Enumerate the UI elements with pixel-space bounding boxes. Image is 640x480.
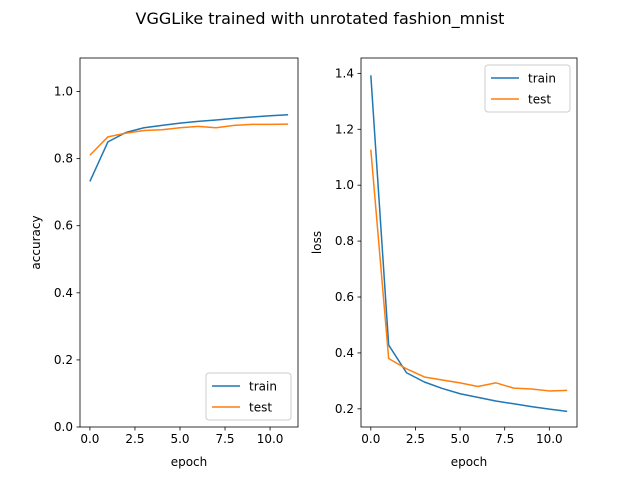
subplot-accuracy: 0.0 2.5 5.0 7.5 10.0 0.0 0.2 0.4 0.6 0.8 1.0 epoch a… bbox=[29, 57, 299, 469]
legend-label-test: test bbox=[249, 401, 272, 415]
x-tick-label: 5.0 bbox=[170, 432, 189, 446]
subplots: 0.0 2.5 5.0 7.5 10.0 0.0 0.2 0.4 0.6 0.8 1.0 epoch a… bbox=[29, 57, 578, 469]
y-tick-label: 1.4 bbox=[335, 66, 354, 80]
x-axis-label: epoch bbox=[171, 455, 208, 469]
y-tick-label: 0.2 bbox=[335, 402, 354, 416]
legend-box bbox=[205, 372, 292, 421]
y-tick-label: 1.2 bbox=[335, 122, 354, 136]
legend-label-train: train bbox=[528, 72, 556, 86]
x-tick-label: 0.0 bbox=[80, 432, 99, 446]
subplot-loss: 0.0 2.5 5.0 7.5 10.0 0.2 0.4 0.6 0.8 1.0 1.2 1.4 epo… bbox=[310, 57, 578, 469]
x-axis-label: epoch bbox=[451, 455, 488, 469]
legend: train test bbox=[205, 372, 292, 421]
x-tick-label: 2.5 bbox=[125, 432, 144, 446]
legend-box bbox=[484, 64, 571, 113]
x-tick-label: 7.5 bbox=[215, 432, 234, 446]
y-tick-label: 0.8 bbox=[335, 234, 354, 248]
y-tick-label: 0.8 bbox=[54, 152, 73, 166]
axes-frame bbox=[360, 57, 578, 428]
y-tick-label: 0.4 bbox=[54, 286, 73, 300]
axes-frame bbox=[79, 57, 299, 428]
y-tick-label: 0.2 bbox=[54, 353, 73, 367]
y-tick-label: 0.6 bbox=[54, 219, 73, 233]
y-axis-label: accuracy bbox=[29, 215, 43, 269]
y-tick-label: 0.4 bbox=[335, 346, 354, 360]
legend-label-test: test bbox=[528, 93, 551, 107]
y-tick-label: 1.0 bbox=[54, 85, 73, 99]
legend: train test bbox=[484, 64, 571, 113]
series-line-train bbox=[370, 75, 568, 413]
x-tick-label: 5.0 bbox=[451, 432, 470, 446]
x-tick-label: 7.5 bbox=[495, 432, 514, 446]
x-tick-label: 2.5 bbox=[406, 432, 425, 446]
x-tick-label: 0.0 bbox=[361, 432, 380, 446]
y-axis-label: loss bbox=[310, 231, 324, 254]
series-line-test bbox=[89, 123, 289, 156]
x-tick-label: 10.0 bbox=[257, 432, 284, 446]
series-line-test bbox=[370, 149, 568, 392]
x-tick-label: 10.0 bbox=[536, 432, 563, 446]
figure-title: VGGLike trained with unrotated fashion_m… bbox=[136, 9, 505, 29]
y-tick-label: 0.6 bbox=[335, 290, 354, 304]
y-tick-label: 0.0 bbox=[54, 420, 73, 434]
y-tick-label: 1.0 bbox=[335, 178, 354, 192]
legend-label-train: train bbox=[249, 380, 277, 394]
